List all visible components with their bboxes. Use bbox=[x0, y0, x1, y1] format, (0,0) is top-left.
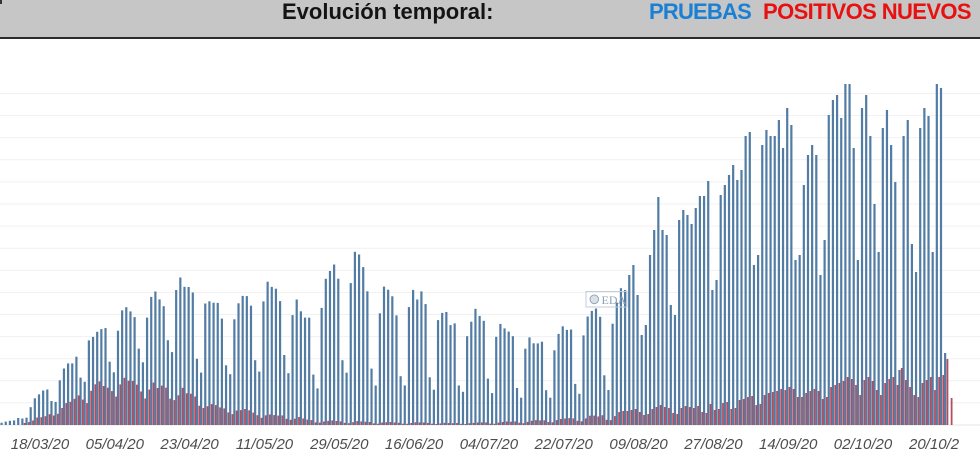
svg-text:09/08/20: 09/08/20 bbox=[609, 436, 668, 453]
svg-text:29/05/20: 29/05/20 bbox=[309, 436, 369, 453]
svg-text:11/05/20: 11/05/20 bbox=[236, 436, 294, 453]
svg-text:EDA: EDA bbox=[602, 293, 627, 307]
svg-text:18/03/20: 18/03/20 bbox=[11, 436, 70, 453]
svg-text:02/10/20: 02/10/20 bbox=[834, 436, 893, 453]
svg-text:20/10/2: 20/10/2 bbox=[908, 436, 960, 453]
svg-text:05/04/20: 05/04/20 bbox=[86, 436, 145, 453]
svg-text:22/07/20: 22/07/20 bbox=[534, 436, 594, 453]
svg-text:27/08/20: 27/08/20 bbox=[683, 436, 743, 453]
svg-text:23/04/20: 23/04/20 bbox=[159, 436, 219, 453]
svg-text:14/09/20: 14/09/20 bbox=[759, 436, 818, 453]
svg-text:16/06/20: 16/06/20 bbox=[385, 436, 444, 453]
svg-text:04/07/20: 04/07/20 bbox=[460, 436, 519, 453]
